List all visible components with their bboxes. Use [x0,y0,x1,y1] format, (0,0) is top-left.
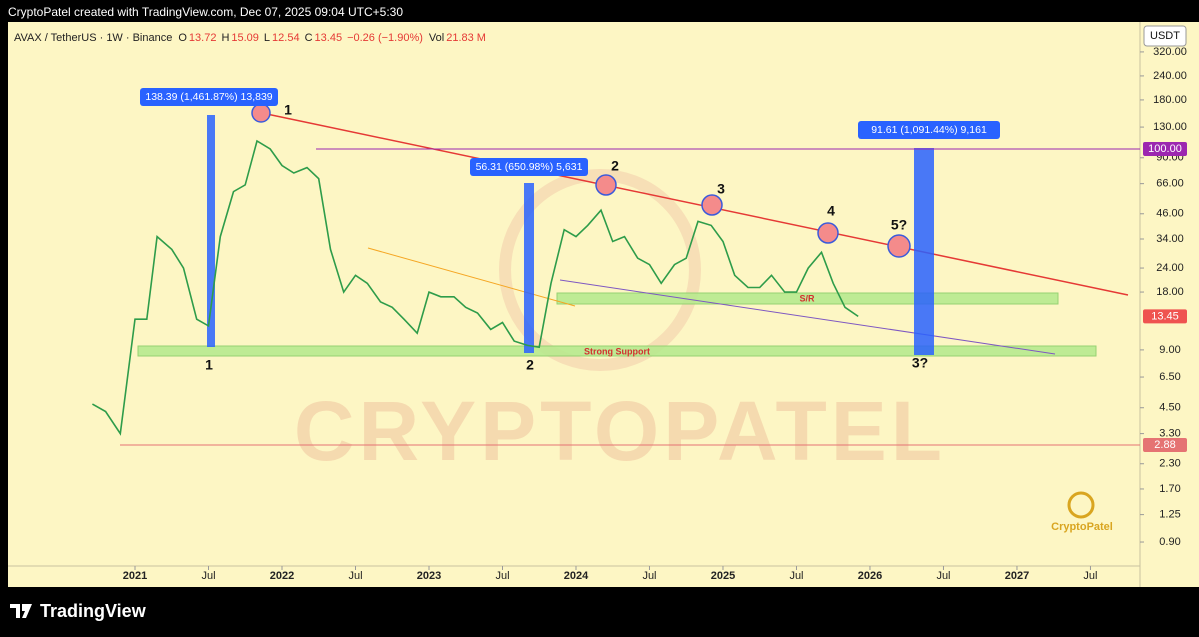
x-tick-label: 2027 [1005,570,1029,582]
y-tick-label: 0.90 [1159,536,1180,548]
trendline [261,112,1129,296]
touch-points [251,103,911,258]
y-tick-label: 24.00 [1156,262,1184,274]
trendline [559,279,1056,355]
measure-bar [207,115,215,347]
price-line [92,139,859,436]
annotation: 3 [717,181,725,197]
y-tick-label: 1.25 [1159,509,1180,521]
measure-label: 91.61 (1,091.44%) 9,161 [871,124,987,136]
measure-box [140,88,278,106]
x-tick-label: Jul [936,570,950,582]
level-label: 13.45 [1151,310,1179,322]
watermark: CRYPTOPATEL [294,384,946,478]
brand-logo [10,604,32,618]
ohlc-value: 15.09 [231,32,259,44]
watermark-logo [499,169,701,371]
ohlc-label: O [178,32,187,44]
currency: USDT [1150,30,1180,42]
sr-zone [556,292,1059,305]
annotation: 2 [526,357,534,373]
annotation: 3? [912,355,928,371]
y-tick-label: 180.00 [1153,94,1187,106]
touch-point [887,234,911,258]
annotation: 2 [611,158,619,174]
x-tick-label: 2025 [711,570,735,582]
x-tick-label: Jul [201,570,215,582]
annotation: 4 [827,203,835,219]
ohlc-value: 13.45 [315,32,343,44]
measure-box [858,121,1000,139]
volume: 21.83 M [446,32,486,44]
annotation: Strong Support [584,346,650,356]
annotation: S/R [799,293,815,303]
y-tick-label: 130.00 [1153,121,1187,133]
annotation: 1 [205,357,213,373]
measure-label: 56.31 (650.98%) 5,631 [476,161,583,173]
y-tick-label: 34.00 [1156,233,1184,245]
ohlc-label: C [305,32,313,44]
attribution: CryptoPatel created with TradingView.com… [8,5,403,19]
ohlc-label: H [221,32,229,44]
ohlc-value: 12.54 [272,32,300,44]
touch-point [817,222,839,244]
x-tick-label: 2021 [123,570,147,582]
y-tick-label: 6.50 [1159,371,1180,383]
symbol: AVAX / TetherUS · 1W · Binance [14,32,172,44]
annotation: 5? [891,217,907,233]
measure-label: 138.39 (1,461.87%) 13,839 [145,91,272,103]
y-tick-label: 320.00 [1153,46,1187,58]
touch-point [701,194,723,216]
currency-box[interactable] [1143,25,1187,47]
x-tick-label: 2026 [858,570,882,582]
y-tick-label: 66.00 [1156,178,1184,190]
measure-bar [914,148,934,355]
touch-point [251,103,271,123]
level-tag [1143,437,1187,452]
x-tick-label: 2022 [270,570,294,582]
brand: TradingView [40,601,147,621]
y-tick-label: 240.00 [1153,70,1187,82]
y-tick-label: 3.30 [1159,428,1180,440]
x-tick-label: 2023 [417,570,441,582]
y-tick-label: 9.00 [1159,344,1180,356]
level-label: 2.88 [1154,439,1175,451]
y-tick-label: 46.00 [1156,208,1184,220]
y-tick-label: 18.00 [1156,286,1184,298]
support-zone [137,345,1097,357]
x-tick-label: Jul [1083,570,1097,582]
y-tick-label: 4.50 [1159,402,1180,414]
trendline [367,247,576,307]
brand-icon [10,604,32,618]
x-tick-label: 2024 [564,570,589,582]
measure-box [470,158,588,176]
x-tick-label: Jul [642,570,656,582]
x-tick-label: Jul [348,570,362,582]
logo-icon [1067,491,1095,519]
y-tick-label: 1.70 [1159,483,1180,495]
x-tick-label: Jul [495,570,509,582]
x-tick-label: Jul [789,570,803,582]
touch-point [595,174,617,196]
y-tick-label: 2.30 [1159,458,1180,470]
level-tag [1143,309,1187,324]
level-tag [1143,141,1187,156]
ohlc-label: L [264,32,270,44]
measure-bar [524,183,534,353]
annotation: 1 [284,102,292,118]
logo-text: CryptoPatel [1051,521,1113,533]
plot [92,139,1140,446]
ohlc-value: 13.72 [189,32,217,44]
change: −0.26 (−1.90%) [347,32,423,44]
volume-label: Vol [429,32,444,44]
level-label: 100.00 [1148,143,1182,155]
